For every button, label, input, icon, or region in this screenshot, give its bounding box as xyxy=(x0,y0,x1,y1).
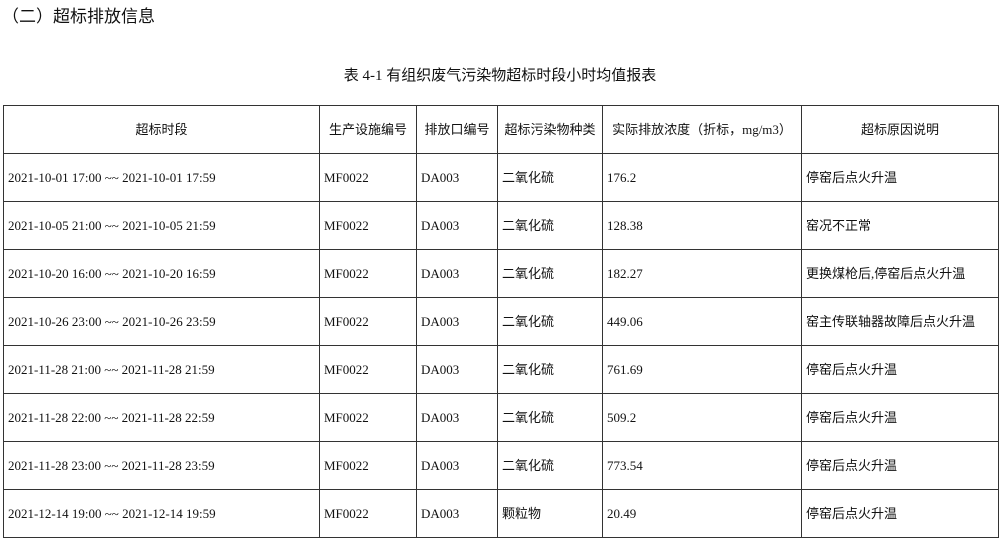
cell-facility-id: MF0022 xyxy=(319,249,417,298)
cell-pollutant: 二氧化硫 xyxy=(497,441,603,490)
cell-outlet-id: DA003 xyxy=(416,441,498,490)
header-facility-id: 生产设施编号 xyxy=(319,105,417,154)
cell-facility-id: MF0022 xyxy=(319,345,417,394)
cell-reason: 停窑后点火升温 xyxy=(801,345,999,394)
cell-facility-id: MF0022 xyxy=(319,153,417,202)
cell-pollutant: 二氧化硫 xyxy=(497,345,603,394)
exceedance-table: 超标时段 生产设施编号 排放口编号 超标污染物种类 实际排放浓度（折标，mg/m3） 超标… xyxy=(3,105,999,538)
cell-outlet-id: DA003 xyxy=(416,153,498,202)
cell-outlet-id: DA003 xyxy=(416,297,498,346)
table-row: 2021-12-14 19:00 ~~ 2021-12-14 19:59 MF00… xyxy=(3,489,999,538)
cell-concentration: 761.69 xyxy=(602,345,802,394)
cell-facility-id: MF0022 xyxy=(319,393,417,442)
table-row: 2021-11-28 23:00 ~~ 2021-11-28 23:59 MF00… xyxy=(3,441,999,490)
cell-concentration: 128.38 xyxy=(602,201,802,250)
cell-period: 2021-11-28 21:00 ~~ 2021-11-28 21:59 xyxy=(3,345,320,394)
cell-outlet-id: DA003 xyxy=(416,489,498,538)
table-header-row: 超标时段 生产设施编号 排放口编号 超标污染物种类 实际排放浓度（折标，mg/m3） 超标… xyxy=(3,105,999,154)
cell-outlet-id: DA003 xyxy=(416,393,498,442)
table-row: 2021-10-26 23:00 ~~ 2021-10-26 23:59 MF00… xyxy=(3,297,999,346)
table-caption: 表 4-1 有组织废气污染物超标时段小时均值报表 xyxy=(343,68,657,84)
cell-pollutant: 二氧化硫 xyxy=(497,297,603,346)
cell-period: 2021-10-01 17:00 ~~ 2021-10-01 17:59 xyxy=(3,153,320,202)
cell-pollutant: 颗粒物 xyxy=(497,489,603,538)
cell-reason: 窑主传联轴器故障后点火升温 xyxy=(801,297,999,346)
cell-pollutant: 二氧化硫 xyxy=(497,249,603,298)
cell-period: 2021-10-20 16:00 ~~ 2021-10-20 16:59 xyxy=(3,249,320,298)
table-row: 2021-10-20 16:00 ~~ 2021-10-20 16:59 MF00… xyxy=(3,249,999,298)
cell-period: 2021-10-26 23:00 ~~ 2021-10-26 23:59 xyxy=(3,297,320,346)
cell-period: 2021-12-14 19:00 ~~ 2021-12-14 19:59 xyxy=(3,489,320,538)
cell-concentration: 176.2 xyxy=(602,153,802,202)
cell-concentration: 509.2 xyxy=(602,393,802,442)
cell-facility-id: MF0022 xyxy=(319,489,417,538)
table-row: 2021-10-01 17:00 ~~ 2021-10-01 17:59 MF00… xyxy=(3,153,999,202)
cell-pollutant: 二氧化硫 xyxy=(497,393,603,442)
cell-reason: 停窑后点火升温 xyxy=(801,393,999,442)
cell-facility-id: MF0022 xyxy=(319,441,417,490)
cell-outlet-id: DA003 xyxy=(416,201,498,250)
cell-reason: 停窑后点火升温 xyxy=(801,441,999,490)
section-title: （二）超标排放信息 xyxy=(2,7,155,26)
cell-concentration: 449.06 xyxy=(602,297,802,346)
cell-outlet-id: DA003 xyxy=(416,345,498,394)
header-period: 超标时段 xyxy=(3,105,320,154)
cell-outlet-id: DA003 xyxy=(416,249,498,298)
cell-reason: 停窑后点火升温 xyxy=(801,153,999,202)
cell-reason: 停窑后点火升温 xyxy=(801,489,999,538)
cell-pollutant: 二氧化硫 xyxy=(497,153,603,202)
header-concentration: 实际排放浓度（折标，mg/m3） xyxy=(602,105,802,154)
cell-reason: 窑况不正常 xyxy=(801,201,999,250)
cell-period: 2021-11-28 22:00 ~~ 2021-11-28 22:59 xyxy=(3,393,320,442)
table-row: 2021-10-05 21:00 ~~ 2021-10-05 21:59 MF00… xyxy=(3,201,999,250)
cell-facility-id: MF0022 xyxy=(319,297,417,346)
cell-concentration: 773.54 xyxy=(602,441,802,490)
table-row: 2021-11-28 21:00 ~~ 2021-11-28 21:59 MF00… xyxy=(3,345,999,394)
table-row: 2021-11-28 22:00 ~~ 2021-11-28 22:59 MF00… xyxy=(3,393,999,442)
cell-period: 2021-11-28 23:00 ~~ 2021-11-28 23:59 xyxy=(3,441,320,490)
cell-pollutant: 二氧化硫 xyxy=(497,201,603,250)
cell-period: 2021-10-05 21:00 ~~ 2021-10-05 21:59 xyxy=(3,201,320,250)
header-outlet-id: 排放口编号 xyxy=(416,105,498,154)
header-reason: 超标原因说明 xyxy=(801,105,999,154)
cell-concentration: 20.49 xyxy=(602,489,802,538)
header-pollutant: 超标污染物种类 xyxy=(497,105,603,154)
cell-reason: 更换煤枪后,停窑后点火升温 xyxy=(801,249,999,298)
cell-facility-id: MF0022 xyxy=(319,201,417,250)
cell-concentration: 182.27 xyxy=(602,249,802,298)
